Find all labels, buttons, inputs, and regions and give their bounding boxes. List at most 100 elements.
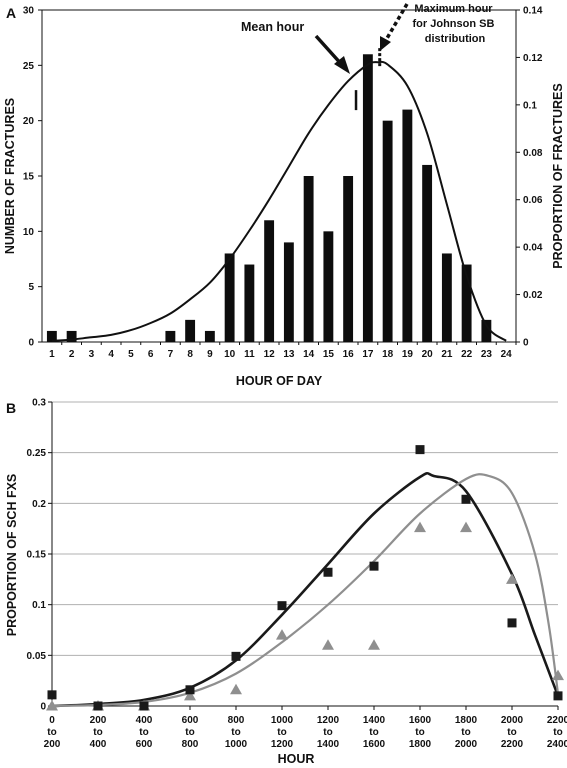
- panel-a-y2-tick-label: 0.06: [523, 195, 543, 206]
- panel-a-x-tick-label: 19: [402, 349, 414, 360]
- maximum-hour-label-line-1: Maximum hour: [414, 3, 493, 15]
- panel-a-bar-hour-21: [441, 253, 452, 342]
- panel-a-y-tick-label: 5: [28, 282, 34, 293]
- panel-a-x-tick-label: 8: [187, 349, 193, 360]
- panel-a-x-tick-label: 24: [501, 349, 513, 360]
- panel-b-x-axis-ticks: 0 to 200 200 to 400 400 to 600 600 to 800 800 to 1000 1…: [44, 706, 567, 750]
- panel-a-x-tick-label: 12: [264, 349, 276, 360]
- maximum-hour-label-line-2: for Johnson SB: [413, 18, 495, 30]
- panel-a-bar-hour-16: [343, 176, 354, 342]
- panel-a-y2-tick-label: 0.1: [523, 100, 537, 111]
- panel-a-x-tick-label: 2: [69, 349, 75, 360]
- panel-a-bar-hour-20: [422, 164, 433, 342]
- panel-a-x-tick-label: 5: [128, 349, 134, 360]
- panel-b-square-marker: [369, 561, 379, 571]
- panel-b-y-tick-label: 0.2: [32, 499, 46, 510]
- panel-b-letter: B: [6, 400, 16, 416]
- panel-a-bar-hour-15: [323, 231, 334, 342]
- panel-b-square-marker: [47, 690, 57, 700]
- panel-a-bar-hour-19: [402, 109, 413, 342]
- panel-b-x-tick-label: 200 to 400: [90, 715, 107, 750]
- panel-a-left-axis-ticks: 0 5 10 15 20 25 30: [23, 6, 42, 349]
- panel-a-x-tick-label: 22: [461, 349, 473, 360]
- panel-a-bar-hour-14: [303, 176, 314, 342]
- panel-b-y-tick-label: 0.15: [27, 550, 47, 561]
- panel-b-curve-series-2: [51, 473, 560, 708]
- panel-b-gridlines: [52, 401, 558, 656]
- panel-a-bar-hour-8: [185, 319, 196, 342]
- panel-a-x-tick-label: 20: [422, 349, 434, 360]
- maximum-hour-label: Maximum hour for Johnson SB distribution: [413, 3, 498, 45]
- panel-a-y2-axis-title: PROPORTION OF FRACTURES: [551, 83, 565, 268]
- panel-a-y-tick-label: 30: [23, 6, 35, 17]
- panel-a-bar-hour-18: [382, 120, 393, 343]
- panel-b-data-points: [46, 445, 564, 711]
- panel-b-square-marker: [277, 601, 287, 611]
- panel-b-triangle-marker: [460, 521, 472, 533]
- panel-a-right-axis-ticks: 0 0.02 0.04 0.06 0.08 0.1 0.12 0.14: [516, 6, 543, 349]
- panel-b-square-marker: [139, 701, 149, 711]
- panel-a-x-tick-label: 3: [89, 349, 95, 360]
- panel-b-triangle-marker: [230, 683, 242, 695]
- panel-a-y2-tick-label: 0: [523, 338, 529, 349]
- panel-b-x-tick-label: 1600 to 1800: [409, 715, 432, 750]
- panel-a-y-tick-label: 10: [23, 227, 35, 238]
- maximum-hour-arrow: [380, 3, 409, 51]
- panel-b-chart: B 0 0.05 0.1 0.15 0.2 0.25 0.3 0 to 200 200 to 400 4…: [5, 398, 567, 767]
- panel-a-bar-hour-22: [461, 264, 472, 342]
- panel-b-square-marker: [185, 685, 195, 695]
- panel-b-y-tick-label: 0: [40, 702, 46, 713]
- panel-b-triangle-marker: [368, 639, 380, 650]
- panel-b-square-marker: [415, 445, 425, 455]
- panel-b-x-axis-title: HOUR: [278, 752, 315, 766]
- panel-a-x-tick-label: 17: [362, 349, 374, 360]
- panel-b-triangle-marker: [46, 700, 58, 711]
- panel-b-triangle-marker: [414, 521, 426, 533]
- panel-a-bar-hour-1: [46, 330, 57, 342]
- panel-b-triangle-marker: [552, 669, 564, 681]
- panel-a-x-axis-title: HOUR OF DAY: [236, 374, 323, 388]
- panel-a-bar-hour-7: [165, 330, 176, 342]
- panel-a-letter: A: [6, 5, 16, 21]
- panel-a-bar-hour-12: [264, 220, 275, 342]
- panel-a-x-tick-label: 6: [148, 349, 154, 360]
- panel-a-y-tick-label: 20: [23, 116, 35, 127]
- panel-a-x-tick-label: 7: [168, 349, 174, 360]
- panel-a-x-tick-label: 23: [481, 349, 493, 360]
- panel-a-y-axis-title: NUMBER OF FRACTURES: [3, 98, 17, 254]
- panel-b-x-tick-label: 1800 to 2000: [455, 715, 478, 750]
- panel-a-x-tick-label: 16: [343, 349, 355, 360]
- panel-a-x-tick-label: 9: [207, 349, 213, 360]
- panel-a-y2-tick-label: 0.02: [523, 290, 543, 301]
- panel-a-y2-tick-label: 0.04: [523, 243, 543, 254]
- panel-b-square-marker: [461, 494, 471, 504]
- panel-b-x-tick-label: 2000 to 2200: [501, 715, 524, 750]
- panel-b-square-marker: [93, 701, 103, 711]
- panel-b-x-tick-label: 1400 to 1600: [363, 715, 386, 750]
- panel-a-x-tick-label: 10: [224, 349, 236, 360]
- panel-a-x-tick-label: 14: [303, 349, 315, 360]
- panel-a-x-tick-label: 1: [49, 349, 55, 360]
- panel-b-y-axis-title: PROPORTION OF SCH FXS: [5, 474, 19, 637]
- panel-b-curve-series-1: [51, 471, 560, 708]
- panel-a-bar-hour-11: [244, 264, 255, 342]
- panel-a-y-tick-label: 15: [23, 172, 35, 183]
- panel-a-x-tick-label: 18: [382, 349, 394, 360]
- panel-b-y-axis-ticks: 0 0.05 0.1 0.15 0.2 0.25 0.3: [27, 398, 52, 713]
- panel-b-triangle-marker: [184, 689, 196, 701]
- panel-b-y-tick-label: 0.1: [32, 600, 46, 611]
- panel-b-y-tick-label: 0.05: [27, 651, 47, 662]
- maximum-hour-label-line-3: distribution: [425, 33, 486, 45]
- panel-b-x-tick-label: 2200 to 2400: [547, 715, 567, 750]
- panel-a-x-axis-ticks: 1 2 3 4 5 6 7 8 9 10 11 12 13 14 15 16 17 18 19 20 21 22 23 24: [49, 342, 517, 360]
- panel-b-triangle-marker: [322, 639, 334, 650]
- panel-b-square-marker: [231, 651, 241, 661]
- panel-a-bar-hour-10: [224, 253, 235, 342]
- panel-b-x-tick-label: 800 to 1000: [225, 715, 248, 750]
- panel-a-x-tick-label: 21: [441, 349, 453, 360]
- panel-a-y2-tick-label: 0.12: [523, 53, 543, 64]
- mean-hour-label: Mean hour: [241, 20, 304, 34]
- panel-a-bar-hour-17: [362, 54, 373, 343]
- panel-a-bar-hour-9: [204, 330, 215, 342]
